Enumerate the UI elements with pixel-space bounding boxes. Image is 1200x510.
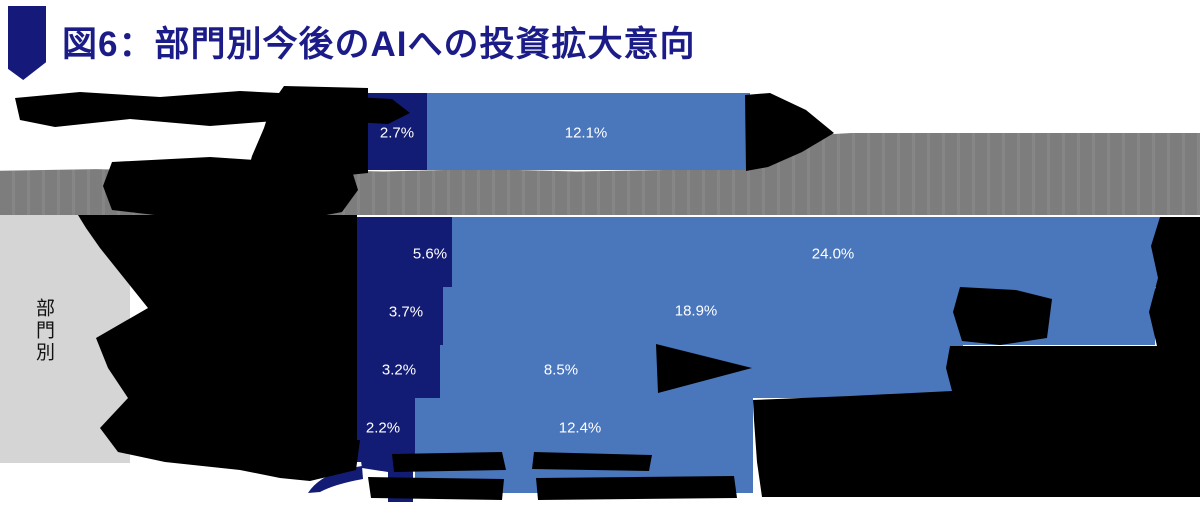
value-label: 3.7% [388,303,424,321]
value-label: 5.6% [412,245,448,263]
value-label: 2.2% [365,419,401,437]
bar-row3-navy-segment [357,345,440,398]
bar-row1-blue-segment [452,217,1160,287]
legend-marker-navy-icon [308,466,363,493]
bar-overall-blue-segment [427,93,750,170]
value-label: 8.5% [543,361,579,379]
value-label: 12.1% [564,124,608,142]
bar-row4-blue-segment [415,398,753,493]
value-label: 24.0% [811,245,855,263]
redaction-blob-overall-label [15,91,410,127]
bar-row3-blue-segment [440,345,963,398]
value-label: 18.9% [674,302,718,320]
group-side-panel [0,215,130,463]
figure-title: 図6：部門別今後のAIへの投資拡大意向 [62,25,696,64]
value-label: 3.2% [381,361,417,379]
bar-row2-blue-segment [443,287,1155,345]
bar-row1-navy-segment [357,217,452,287]
value-label: 12.4% [558,419,602,437]
bar-row2-navy-segment [357,287,443,345]
value-label: 2.7% [379,124,415,142]
group-label: 部門別 [33,298,54,364]
figure-bookmark-icon [8,6,46,80]
legend-navy-block [388,440,413,502]
